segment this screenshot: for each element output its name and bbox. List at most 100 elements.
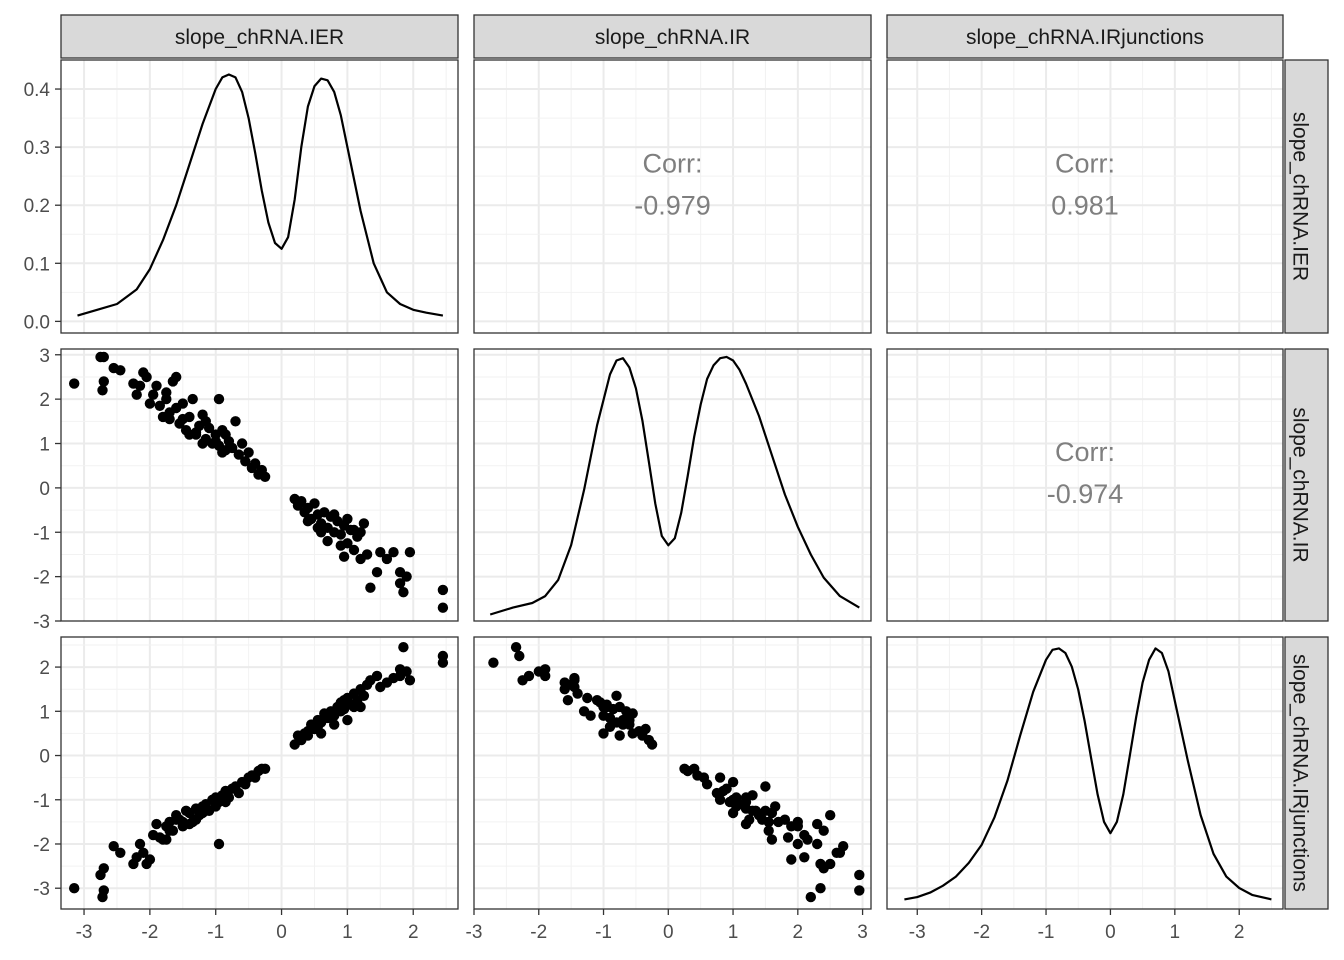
scatter-point	[388, 547, 399, 558]
scatter-point	[375, 547, 386, 558]
scatter-point	[161, 834, 172, 845]
scatter-point	[177, 413, 188, 425]
x-tick-label: 0	[1105, 922, 1116, 943]
panel-r0-c1	[474, 60, 871, 333]
panel-r0-c2	[887, 60, 1283, 333]
scatter-point	[164, 413, 175, 425]
panel-background	[61, 60, 458, 333]
scatter-point	[760, 805, 771, 816]
panel-r1-c2	[887, 349, 1283, 621]
y-tick-label: -2	[33, 835, 50, 856]
scatter-point	[815, 858, 826, 870]
scatter-point	[854, 885, 865, 896]
scatter-point	[338, 695, 350, 706]
scatter-point	[259, 471, 271, 482]
scatter-point	[322, 535, 333, 547]
panel-border	[60, 348, 459, 622]
scatter-point	[750, 805, 761, 816]
scatter-point	[342, 513, 353, 525]
x-tick-label: -3	[76, 922, 93, 943]
x-tick-label: 2	[408, 922, 419, 943]
y-tick-label: 0.4	[24, 80, 51, 101]
panel-background	[474, 349, 871, 621]
scatter-point	[398, 642, 409, 653]
scatter-point	[624, 719, 635, 730]
panel-border	[473, 348, 872, 622]
corr-value: -0.979	[634, 191, 711, 221]
strip-top-label: slope_chRNA.IRjunctions	[966, 26, 1204, 49]
scatter-point	[302, 730, 314, 741]
scatter-point	[309, 498, 320, 509]
strip-right-label: slope_chRNA.IRjunctions	[1288, 654, 1311, 892]
scatter-point	[115, 847, 126, 858]
scatter-point	[779, 814, 791, 825]
scatter-point	[404, 675, 416, 686]
scatter-point	[831, 847, 842, 858]
x-tick-label: -2	[973, 922, 990, 943]
scatter-point	[233, 787, 244, 799]
scatter-point	[131, 389, 142, 400]
scatter-point	[394, 567, 406, 578]
strip-right-label: slope_chRNA.IER	[1288, 112, 1311, 281]
y-tick-label: -3	[33, 612, 50, 633]
y-tick-label: -1	[33, 523, 50, 544]
scatter-point	[108, 841, 119, 852]
scatter-point	[154, 400, 165, 411]
panel-border	[60, 636, 459, 910]
strip-top-label: slope_chRNA.IER	[175, 26, 344, 49]
scatter-point	[197, 438, 208, 449]
scatter-point	[200, 805, 211, 816]
scatter-point	[243, 447, 254, 458]
scatter-point	[582, 692, 593, 704]
scatter-series-r2-c0	[69, 642, 449, 903]
scatter-point	[799, 852, 810, 863]
density-curve-slope_chRNA.IRjunctions	[904, 647, 1272, 901]
scatter-point	[348, 544, 360, 556]
y-tick-label: 0.1	[24, 254, 50, 275]
scatter-point	[381, 553, 393, 565]
scatter-point	[259, 763, 271, 774]
scatter-point	[161, 387, 172, 398]
strip-top-0	[60, 14, 459, 59]
scatter-series-r2-c1	[488, 642, 865, 903]
x-tick-label: 2	[1234, 922, 1245, 943]
scatter-point	[213, 393, 225, 405]
scatter-point	[138, 847, 149, 858]
scatter-point	[404, 547, 416, 558]
scatter-point	[213, 838, 225, 850]
panel-r2-c1	[474, 637, 871, 909]
scatter-point	[210, 801, 221, 812]
scatter-point	[437, 602, 449, 613]
scatter-point	[217, 447, 228, 458]
scatter-point	[233, 449, 244, 460]
panel-border	[473, 59, 872, 334]
scatter-point	[371, 670, 383, 682]
scatter-point	[141, 371, 152, 383]
y-tick-label: 0	[39, 747, 50, 768]
strip-right-label: slope_chRNA.IR	[1288, 407, 1311, 562]
scatter-point	[98, 863, 110, 874]
scatter-point	[220, 429, 231, 440]
scatter-point	[760, 781, 771, 792]
corr-label: Corr:	[643, 149, 703, 179]
scatter-point	[805, 891, 816, 903]
x-tick-label: 3	[857, 922, 868, 943]
scatter-point	[240, 456, 251, 467]
scatter-point	[98, 351, 110, 363]
scatter-point	[296, 496, 307, 507]
scatter-point	[591, 695, 603, 706]
panel-background	[474, 637, 871, 909]
y-tick-label: -3	[33, 879, 50, 900]
x-tick-label: 1	[728, 922, 739, 943]
y-tick-label: 1	[39, 435, 50, 456]
scatter-point	[184, 818, 195, 830]
scatter-point	[569, 675, 580, 686]
scatter-point	[727, 776, 739, 788]
scatter-point	[731, 792, 742, 803]
scatter-point	[714, 794, 726, 805]
panel-border	[473, 636, 872, 910]
scatter-point	[184, 429, 195, 440]
y-tick-label: 1	[39, 702, 50, 723]
scatter-point	[355, 527, 366, 538]
